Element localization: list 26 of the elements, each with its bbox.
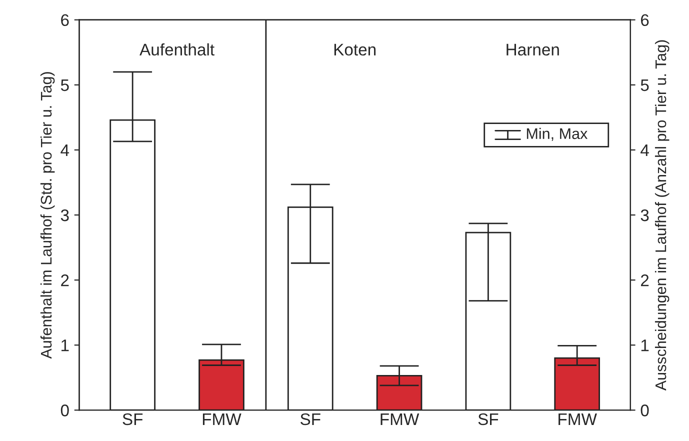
y2-tick-label: 5 [640, 79, 649, 92]
y2-tick-label: 4 [640, 144, 649, 156]
y2-tick-label: 3 [640, 209, 649, 222]
y-tick-label: 2 [61, 274, 69, 286]
y-tick-label: 3 [60, 209, 69, 222]
x-tick-label: FMW [380, 414, 420, 425]
annotation: Koten [334, 44, 376, 56]
y-axis-title: Aufenthalt im Laufhof (Std. pro Tier u. Tag) [40, 72, 55, 359]
y2-tick-label: 0 [640, 404, 649, 416]
x-tick-label: FMW [202, 414, 242, 425]
annotation: Aufenthalt [140, 43, 214, 56]
y2-tick-label: 2 [640, 274, 649, 286]
x-tick-label: SF [122, 413, 143, 426]
y-tick-label: 5 [60, 79, 69, 92]
legend-title: Min, Max [526, 128, 588, 141]
x-tick-label: FMW [558, 414, 597, 425]
y-tick-label: 4 [60, 144, 70, 156]
annotation: Harnen [506, 44, 559, 56]
y2-tick-label: 6 [641, 14, 649, 26]
y-tick-label: 0 [60, 404, 69, 416]
y-tick-label: 6 [61, 14, 69, 26]
y-tick-label: 1 [62, 340, 69, 352]
y2-tick-label: 1 [641, 340, 649, 352]
y2-axis-title: Ausscheidungen im Laufhof (Anzahl pro Tier u. Tag) [654, 40, 670, 391]
x-tick-label: SF [478, 413, 498, 426]
x-tick-label: SF [300, 413, 320, 426]
